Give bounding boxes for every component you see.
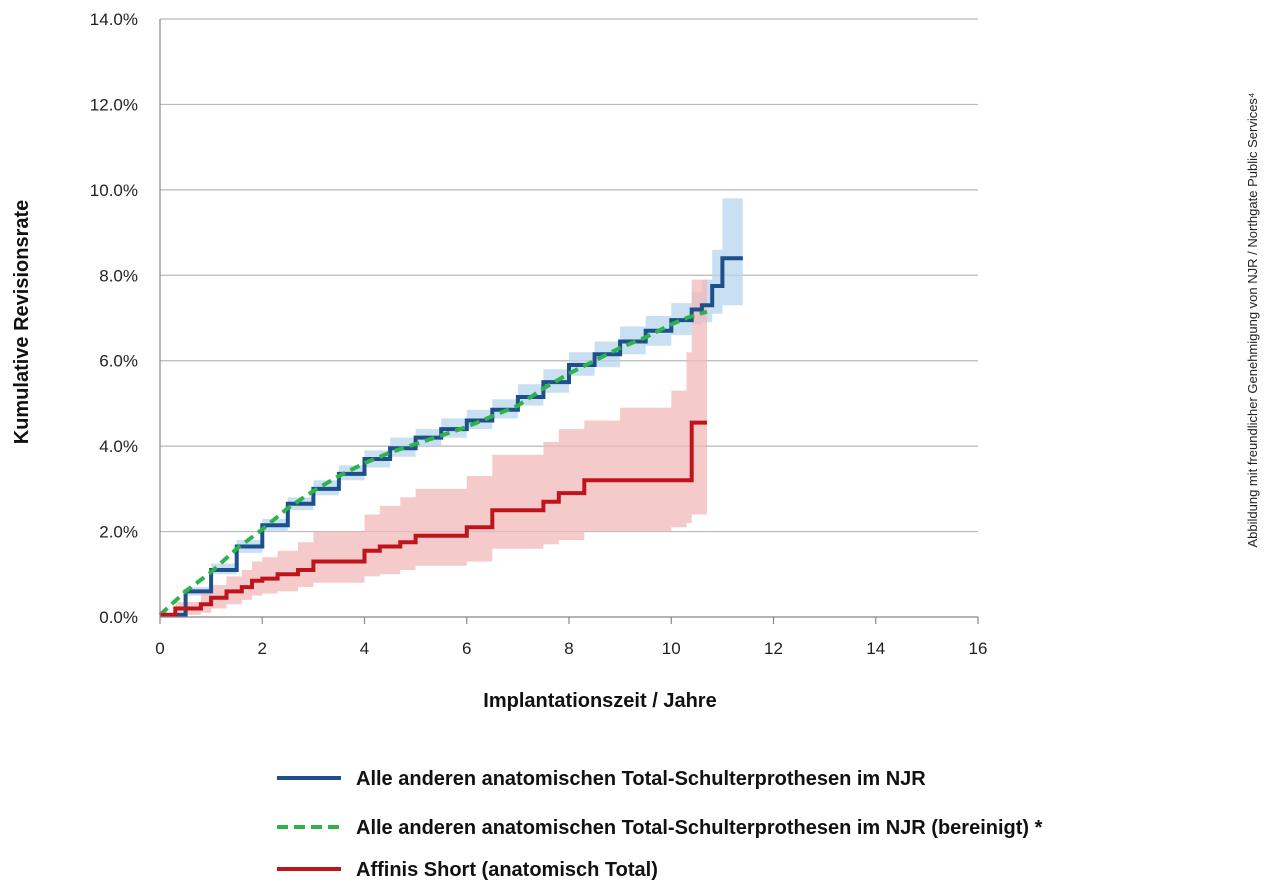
legend-label-njr-adjusted: Alle anderen anatomischen Total-Schulter…	[356, 817, 1043, 839]
credit-text: Abbildung mit freundlicher Genehmigung v…	[1245, 92, 1260, 547]
y-tick-label: 4.0%	[99, 437, 138, 456]
y-tick-label: 2.0%	[99, 523, 138, 542]
x-tick-label: 16	[969, 639, 988, 658]
x-tick-label: 14	[866, 639, 885, 658]
x-tick-label: 12	[764, 639, 783, 658]
y-tick-label: 14.0%	[90, 10, 138, 29]
y-tick-label: 0.0%	[99, 608, 138, 627]
y-tick-label: 8.0%	[99, 266, 138, 285]
y-axis-title: Kumulative Revisionsrate	[11, 200, 33, 445]
x-axis-title: Implantationszeit / Jahre	[483, 690, 716, 712]
y-tick-labels: 0.0% 2.0% 4.0% 6.0% 8.0% 10.0% 12.0% 14.0%	[90, 10, 138, 627]
legend-label-njr: Alle anderen anatomischen Total-Schulter…	[356, 768, 926, 790]
x-tick-labels: 0 2 4 6 8 10 12 14 16	[155, 639, 987, 658]
x-tick-label: 2	[258, 639, 267, 658]
x-tick-label: 6	[462, 639, 471, 658]
x-tick-label: 8	[564, 639, 573, 658]
x-tick-label: 4	[360, 639, 369, 658]
legend: Alle anderen anatomischen Total-Schulter…	[277, 768, 1043, 881]
y-tick-label: 12.0%	[90, 95, 138, 114]
y-tick-label: 6.0%	[99, 352, 138, 371]
y-tick-label: 10.0%	[90, 181, 138, 200]
legend-label-affinis: Affinis Short (anatomisch Total)	[356, 859, 658, 881]
x-tick-label: 0	[155, 639, 164, 658]
x-tick-label: 10	[662, 639, 681, 658]
